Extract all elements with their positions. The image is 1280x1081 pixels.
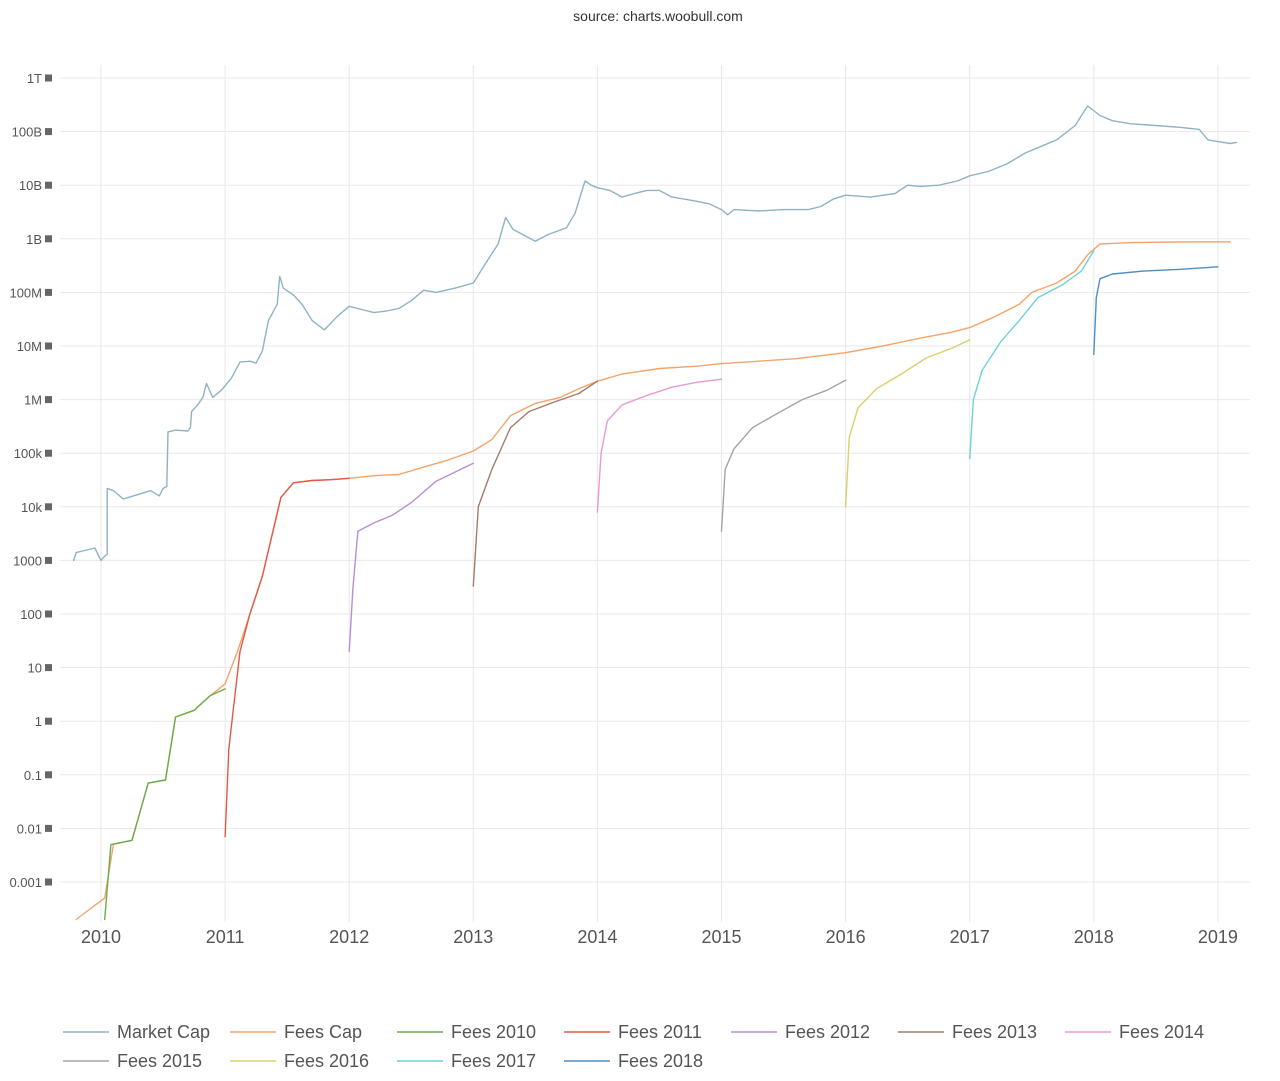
y-tick-label: 1000 <box>13 553 42 568</box>
legend-label: Fees 2014 <box>1119 1022 1204 1042</box>
y-tick-label: 1T <box>27 71 42 86</box>
y-tick-label: 1 <box>35 714 42 729</box>
y-tick-marker <box>45 664 52 672</box>
y-tick-label: 0.01 <box>17 821 42 836</box>
legend: Market Cap Fees Cap Fees 2010 Fees 2011 Fees… <box>63 1022 1204 1071</box>
y-tick-marker <box>45 235 52 243</box>
legend-label: Fees 2012 <box>785 1022 870 1042</box>
y-tick-label: 10k <box>21 500 42 515</box>
x-tick-label: 2019 <box>1198 927 1238 947</box>
x-tick-label: 2017 <box>950 927 990 947</box>
x-axis: 2010 2011 2012 2013 2014 2015 2016 2017 2018 2019 <box>81 927 1238 947</box>
legend-item[interactable]: Fees 2014 <box>1065 1022 1204 1042</box>
chart-source: source: charts.woobull.com <box>573 8 743 24</box>
legend-label: Fees 2015 <box>117 1051 202 1071</box>
y-tick-label: 0.001 <box>9 875 42 890</box>
y-tick-label: 100 <box>20 607 42 622</box>
y-tick-marker <box>45 878 52 886</box>
legend-item[interactable]: Fees 2015 <box>63 1051 202 1071</box>
legend-item[interactable]: Fees 2013 <box>898 1022 1037 1042</box>
y-tick-marker <box>45 288 52 296</box>
series-line-fees-cap <box>75 241 1231 921</box>
x-tick-label: 2018 <box>1074 927 1114 947</box>
y-axis: 1T 100B 10B 1B 100M 10M 1M 100k 10k 1000 100 10 1 0.1… <box>9 71 52 890</box>
series-line-fees-2018 <box>1093 266 1219 355</box>
legend-label: Fees 2011 <box>618 1022 702 1042</box>
legend-label: Fees Cap <box>284 1022 362 1042</box>
legend-item[interactable]: Fees 2011 <box>564 1022 702 1042</box>
y-tick-label: 10 <box>28 661 42 676</box>
x-tick-label: 2013 <box>453 927 493 947</box>
x-tick-label: 2015 <box>701 927 741 947</box>
series-line-fees-2010 <box>104 688 226 921</box>
legend-label: Fees 2016 <box>284 1051 369 1071</box>
y-tick-label: 0.1 <box>24 768 42 783</box>
y-tick-marker <box>45 449 52 457</box>
series-line-fees-2014 <box>596 378 723 513</box>
y-tick-label: 1M <box>24 393 42 408</box>
x-tick-label: 2016 <box>826 927 866 947</box>
y-tick-marker <box>45 824 52 832</box>
legend-item[interactable]: Fees Cap <box>230 1022 362 1042</box>
series-line-fees-2012 <box>348 462 474 653</box>
y-tick-label: 1B <box>26 232 42 247</box>
y-tick-marker <box>45 128 52 136</box>
legend-label: Market Cap <box>117 1022 210 1042</box>
y-tick-marker <box>45 717 52 725</box>
grid <box>60 65 1250 922</box>
x-tick-label: 2014 <box>577 927 617 947</box>
series-line-market-cap <box>73 105 1238 562</box>
y-tick-marker <box>45 396 52 404</box>
y-tick-label: 100M <box>9 285 42 300</box>
y-tick-marker <box>45 342 52 350</box>
legend-label: Fees 2017 <box>451 1051 536 1071</box>
series-line-fees-2011 <box>224 477 350 838</box>
series-line-fees-2015 <box>720 379 847 532</box>
legend-label: Fees 2013 <box>952 1022 1037 1042</box>
legend-item[interactable]: Market Cap <box>63 1022 210 1042</box>
legend-item[interactable]: Fees 2012 <box>731 1022 870 1042</box>
legend-label: Fees 2018 <box>618 1051 703 1071</box>
series-line-fees-2016 <box>844 339 971 508</box>
y-tick-label: 10B <box>19 178 42 193</box>
legend-item[interactable]: Fees 2016 <box>230 1051 369 1071</box>
series-line-fees-2017 <box>969 250 1095 460</box>
y-tick-marker <box>45 74 52 82</box>
legend-item[interactable]: Fees 2017 <box>397 1051 536 1071</box>
x-tick-label: 2010 <box>81 927 121 947</box>
series-line-fees-2013 <box>472 380 599 587</box>
y-tick-marker <box>45 181 52 189</box>
x-tick-label: 2011 <box>206 927 245 947</box>
y-tick-marker <box>45 556 52 564</box>
legend-label: Fees 2010 <box>451 1022 536 1042</box>
y-tick-marker <box>45 503 52 511</box>
plot-area <box>73 105 1238 921</box>
y-tick-label: 10M <box>17 339 42 354</box>
y-tick-label: 100k <box>14 446 43 461</box>
y-tick-marker <box>45 610 52 618</box>
legend-item[interactable]: Fees 2010 <box>397 1022 536 1042</box>
x-tick-label: 2012 <box>329 927 369 947</box>
y-tick-label: 100B <box>12 125 42 140</box>
legend-item[interactable]: Fees 2018 <box>564 1051 703 1071</box>
y-tick-marker <box>45 771 52 779</box>
